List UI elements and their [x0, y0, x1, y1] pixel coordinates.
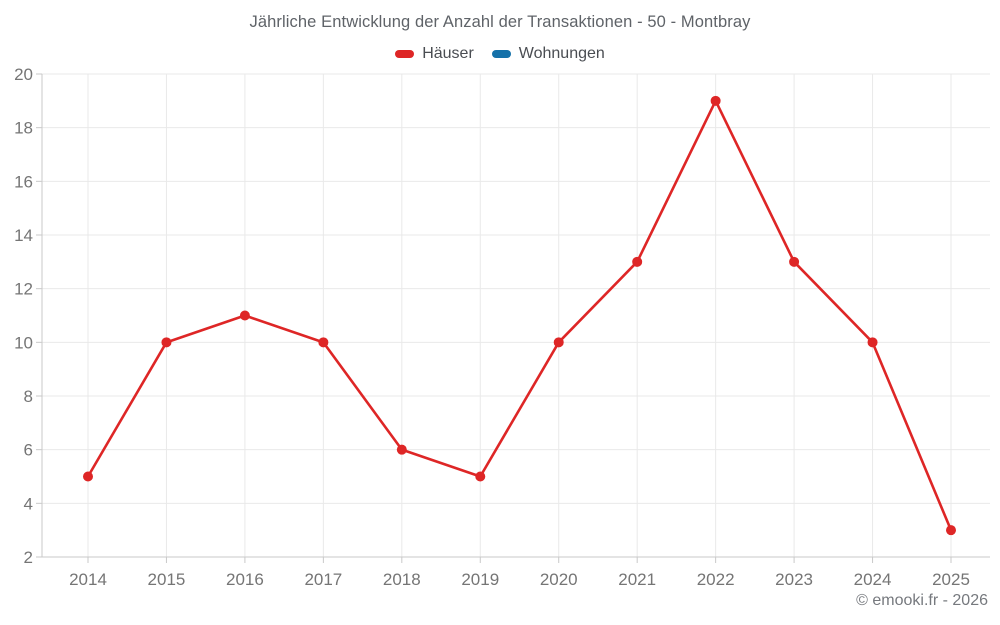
y-axis-tick-label: 16 [14, 172, 33, 191]
x-axis-tick-label: 2020 [540, 570, 578, 589]
x-axis-tick-label: 2017 [304, 570, 342, 589]
x-axis-tick-label: 2019 [461, 570, 499, 589]
y-axis-tick-label: 20 [14, 65, 33, 84]
legend: Häuser Wohnungen [0, 45, 1000, 63]
data-point[interactable] [83, 471, 93, 482]
legend-swatch-wohnungen [491, 50, 511, 58]
data-point[interactable] [318, 337, 329, 348]
legend-item-wohnungen[interactable]: Wohnungen [491, 45, 605, 63]
x-axis-tick-label: 2014 [69, 570, 107, 589]
data-point[interactable] [789, 256, 800, 267]
x-axis-tick-label: 2025 [932, 570, 970, 589]
data-point[interactable] [710, 95, 721, 106]
legend-label-wohnungen: Wohnungen [518, 45, 605, 62]
y-axis-tick-label: 10 [14, 333, 33, 352]
x-axis-tick-label: 2015 [148, 570, 186, 589]
data-point[interactable] [161, 337, 172, 348]
legend-label-haeuser: Häuser [422, 45, 474, 62]
data-point[interactable] [946, 525, 956, 536]
copyright-notice: © emooki.fr - 2026 [856, 592, 988, 609]
x-axis-tick-label: 2016 [226, 570, 264, 589]
legend-item-haeuser[interactable]: Häuser [395, 45, 474, 63]
y-axis-tick-label: 4 [24, 494, 33, 513]
data-point[interactable] [475, 471, 486, 482]
legend-swatch-haeuser [395, 50, 415, 58]
data-point[interactable] [632, 256, 643, 267]
chart-title: Jährliche Entwicklung der Anzahl der Tra… [249, 13, 751, 31]
series-line-0 [86, 99, 953, 531]
data-point[interactable] [239, 310, 250, 321]
data-point[interactable] [396, 444, 407, 455]
x-axis-tick-label: 2023 [775, 570, 813, 589]
y-axis-tick-label: 14 [14, 226, 33, 245]
y-axis-tick-label: 2 [24, 548, 33, 567]
data-point[interactable] [553, 337, 564, 348]
data-point[interactable] [867, 337, 878, 348]
x-axis-tick-label: 2024 [854, 570, 892, 589]
x-axis-tick-label: 2022 [697, 570, 735, 589]
y-axis-tick-label: 18 [14, 119, 33, 138]
x-axis-tick-label: 2018 [383, 570, 421, 589]
x-axis-tick-label: 2021 [618, 570, 656, 589]
y-axis-tick-label: 8 [24, 387, 33, 406]
y-axis-tick-label: 12 [14, 280, 33, 299]
y-axis-tick-label: 6 [24, 441, 33, 460]
